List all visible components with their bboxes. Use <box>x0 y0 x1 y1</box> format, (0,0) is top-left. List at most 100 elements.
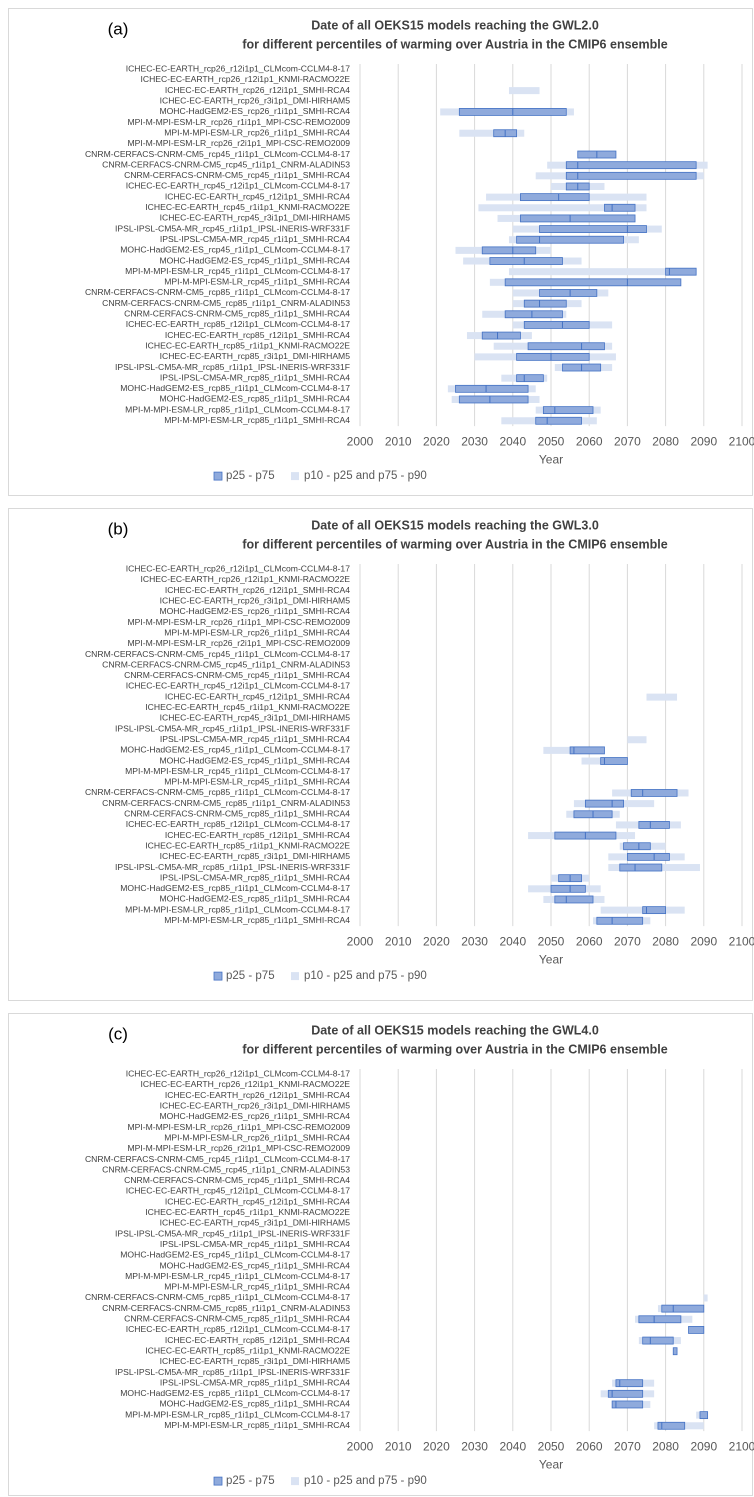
category-label: CNRM-CERFACS-CNRM-CM5_rcp45_r1i1p1_CLMco… <box>85 649 350 659</box>
category-label: MOHC-HadGEM2-ES_rcp45_r1i1p1_CLMcom-CCLM… <box>120 1250 350 1260</box>
category-label: ICHEC-EC-EARTH_rcp45_r12i1p1_SMHI-RCA4 <box>165 1196 350 1206</box>
category-label: ICHEC-EC-EARTH_rcp45_r12i1p1_CLMcom-CCLM… <box>126 681 351 691</box>
category-label: MPI-M-MPI-ESM-LR_rcp45_r1i1p1_CLMcom-CCL… <box>125 766 350 776</box>
category-label: CNRM-CERFACS-CNRM-CM5_rcp45_r1i1p1_CNRM-… <box>102 659 350 669</box>
category-label: ICHEC-EC-EARTH_rcp45_r12i1p1_CLMcom-CCLM… <box>126 181 351 191</box>
category-label: CNRM-CERFACS-CNRM-CM5_rcp85_r1i1p1_CLMco… <box>85 787 350 797</box>
p25-p75-bar <box>661 1304 705 1313</box>
category-label: ICHEC-EC-EARTH_rcp26_r3i1p1_DMI-HIRHAM5 <box>160 96 351 106</box>
category-label: CNRM-CERFACS-CNRM-CM5_rcp45_r1i1p1_CLMco… <box>85 149 350 159</box>
p25-p75-bar <box>638 821 670 829</box>
category-label: ICHEC-EC-EARTH_rcp26_r12i1p1_CLMcom-CCLM… <box>126 64 351 74</box>
category-label: ICHEC-EC-EARTH_rcp45_r1i1p1_KNMI-RACMO22… <box>145 202 350 212</box>
category-label: CNRM-CERFACS-CNRM-CM5_rcp45_r1i1p1_CLMco… <box>85 1154 350 1164</box>
category-label: CNRM-CERFACS-CNRM-CM5_rcp85_r1i1p1_SMHI-… <box>124 309 350 319</box>
category-label: MOHC-HadGEM2-ES_rcp45_r1i1p1_CLMcom-CCLM… <box>120 245 350 255</box>
p25-p75-bar <box>504 310 563 319</box>
p10-p90-bar <box>508 87 540 95</box>
legend-swatch <box>291 472 299 481</box>
chart-subtitle: for different percentiles of warming ove… <box>242 537 667 551</box>
category-label: ICHEC-EC-EARTH_rcp26_r12i1p1_CLMcom-CCLM… <box>126 564 351 574</box>
p25-p75-bar <box>565 161 697 170</box>
p25-p75-bar <box>627 852 670 861</box>
category-label: MOHC-HadGEM2-ES_rcp45_r1i1p1_SMHI-RCA4 <box>159 1260 350 1270</box>
category-label: CNRM-CERFACS-CNRM-CM5_rcp85_r1i1p1_SMHI-… <box>124 809 350 819</box>
category-label: IPSL-IPSL-CM5A-MR_rcp85_r1i1p1_IPSL-INER… <box>115 862 350 872</box>
category-label: CNRM-CERFACS-CNRM-CM5_rcp85_r1i1p1_CNRM-… <box>102 1303 350 1313</box>
panel: (b) Date of all OEKS15 models reaching th… <box>8 508 754 1001</box>
x-tick-label: 2080 <box>652 934 679 948</box>
category-label: IPSL-IPSL-CM5A-MR_rcp45_r1i1p1_IPSL-INER… <box>115 223 350 233</box>
category-label: ICHEC-EC-EARTH_rcp85_r3i1p1_DMI-HIRHAM5 <box>160 851 351 861</box>
p25-p75-bar <box>642 906 666 915</box>
p25-p75-bar <box>539 289 598 297</box>
category-label: CNRM-CERFACS-CNRM-CM5_rcp85_r1i1p1_CNRM-… <box>102 798 350 808</box>
legend-swatch <box>291 972 299 981</box>
category-label: ICHEC-EC-EARTH_rcp85_r12i1p1_CLMcom-CCLM… <box>126 1324 351 1334</box>
p25-p75-bar <box>542 406 594 415</box>
x-tick-label: 2060 <box>576 434 603 448</box>
x-tick-label: 2030 <box>461 1439 488 1453</box>
p10-p90-bar <box>703 1294 708 1302</box>
p25-p75-bar <box>665 267 697 276</box>
x-tick-label: 2060 <box>576 934 603 948</box>
p25-p75-bar <box>527 342 605 351</box>
category-label: ICHEC-EC-EARTH_rcp26_r12i1p1_KNMI-RACMO2… <box>141 74 351 84</box>
p25-p75-bar <box>535 416 582 425</box>
category-label: MOHC-HadGEM2-ES_rcp85_r1i1p1_SMHI-RCA4 <box>159 894 350 904</box>
category-label: ICHEC-EC-EARTH_rcp45_r12i1p1_SMHI-RCA4 <box>165 191 350 201</box>
x-tick-label: 2050 <box>538 434 565 448</box>
category-label: MPI-M-MPI-ESM-LR_rcp85_r1i1p1_SMHI-RCA4 <box>164 415 350 425</box>
category-label: MPI-M-MPI-ESM-LR_rcp26_r1i1p1_MPI-CSC-RE… <box>127 117 350 127</box>
p25-p75-bar <box>520 193 590 202</box>
p10-p90-bar <box>478 204 647 212</box>
legend-label: p10 - p25 and p75 - p90 <box>304 970 427 982</box>
p25-p75-bar <box>523 299 567 308</box>
category-label: ICHEC-EC-EARTH_rcp45_r3i1p1_DMI-HIRHAM5 <box>160 213 351 223</box>
category-label: MOHC-HadGEM2-ES_rcp85_r1i1p1_SMHI-RCA4 <box>159 394 350 404</box>
x-tick-label: 2040 <box>499 434 526 448</box>
legend-swatch <box>213 1476 223 1486</box>
x-tick-label: 2000 <box>347 1439 374 1453</box>
x-tick-label: 2010 <box>385 934 412 948</box>
category-label: MOHC-HadGEM2-ES_rcp45_r1i1p1_SMHI-RCA4 <box>159 255 350 265</box>
category-label: IPSL-IPSL-CM5A-MR_rcp45_r1i1p1_SMHI-RCA4 <box>160 734 350 744</box>
x-axis-title: Year <box>539 952 563 966</box>
panel: (c) Date of all OEKS15 models reaching th… <box>8 1013 754 1496</box>
x-tick-label: 2010 <box>385 1439 412 1453</box>
category-label: MPI-M-MPI-ESM-LR_rcp85_r1i1p1_SMHI-RCA4 <box>164 915 350 925</box>
category-label: IPSL-IPSL-CM5A-MR_rcp85_r1i1p1_SMHI-RCA4 <box>160 872 350 882</box>
p25-p75-bar <box>565 171 697 180</box>
category-label: ICHEC-EC-EARTH_rcp26_r12i1p1_SMHI-RCA4 <box>165 585 350 595</box>
category-label: CNRM-CERFACS-CNRM-CM5_rcp45_r1i1p1_SMHI-… <box>124 670 350 680</box>
chart-title: Date of all OEKS15 models reaching the G… <box>311 18 599 32</box>
category-label: MOHC-HadGEM2-ES_rcp26_r1i1p1_SMHI-RCA4 <box>159 1111 350 1121</box>
category-label: MPI-M-MPI-ESM-LR_rcp26_r1i1p1_SMHI-RCA4 <box>164 627 350 637</box>
p25-p75-bar <box>569 746 605 755</box>
category-label: ICHEC-EC-EARTH_rcp26_r12i1p1_KNMI-RACMO2… <box>141 1079 351 1089</box>
category-label: IPSL-IPSL-CM5A-MR_rcp85_r1i1p1_SMHI-RCA4 <box>160 1377 350 1387</box>
category-label: IPSL-IPSL-CM5A-MR_rcp45_r1i1p1_SMHI-RCA4 <box>160 1239 350 1249</box>
category-label: CNRM-CERFACS-CNRM-CM5_rcp45_r1i1p1_SMHI-… <box>124 1175 350 1185</box>
x-tick-label: 2050 <box>538 1439 565 1453</box>
panel-label: (c) <box>108 1024 128 1043</box>
category-label: MPI-M-MPI-ESM-LR_rcp26_r2i1p1_MPI-CSC-RE… <box>127 1143 350 1153</box>
category-label: MPI-M-MPI-ESM-LR_rcp45_r1i1p1_CLMcom-CCL… <box>125 1271 350 1281</box>
category-label: IPSL-IPSL-CM5A-MR_rcp45_r1i1p1_IPSL-INER… <box>115 1228 350 1238</box>
panel-border <box>8 8 753 496</box>
p25-p75-bar <box>554 895 594 904</box>
category-label: CNRM-CERFACS-CNRM-CM5_rcp45_r1i1p1_CNRM-… <box>102 1164 350 1174</box>
category-label: MPI-M-MPI-ESM-LR_rcp26_r1i1p1_MPI-CSC-RE… <box>127 1122 350 1132</box>
category-label: MPI-M-MPI-ESM-LR_rcp45_r1i1p1_SMHI-RCA4 <box>164 277 350 287</box>
p25-p75-bar <box>481 246 537 255</box>
category-label: MPI-M-MPI-ESM-LR_rcp26_r2i1p1_MPI-CSC-RE… <box>127 138 350 148</box>
legend-swatch <box>291 1477 299 1486</box>
p25-p75-bar <box>455 384 529 393</box>
chart-subtitle: for different percentiles of warming ove… <box>242 37 667 51</box>
category-label: IPSL-IPSL-CM5A-MR_rcp85_r1i1p1_IPSL-INER… <box>115 1367 350 1377</box>
legend-label: p10 - p25 and p75 - p90 <box>304 470 427 482</box>
category-label: ICHEC-EC-EARTH_rcp45_r12i1p1_SMHI-RCA4 <box>165 691 350 701</box>
category-label: ICHEC-EC-EARTH_rcp26_r12i1p1_KNMI-RACMO2… <box>141 574 351 584</box>
category-label: MPI-M-MPI-ESM-LR_rcp85_r1i1p1_CLMcom-CCL… <box>125 404 350 414</box>
